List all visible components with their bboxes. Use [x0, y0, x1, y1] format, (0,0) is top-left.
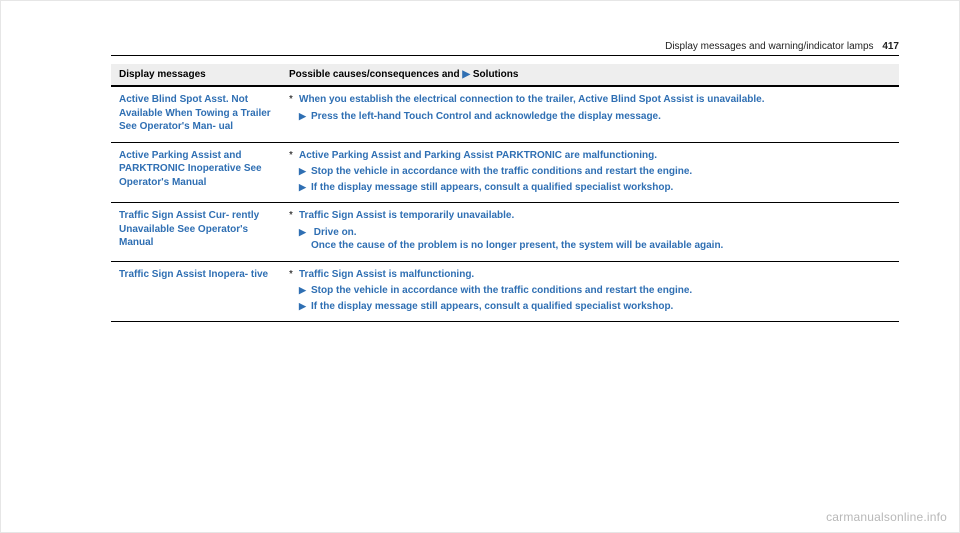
messages-table: Display messages Possible causes/consequ… — [111, 64, 899, 322]
section-title: Display messages and warning/indicator l… — [665, 41, 873, 52]
cause-text: When you establish the electrical connec… — [289, 93, 891, 107]
manual-page: Display messages and warning/indicator l… — [0, 0, 960, 533]
col-header-causes: Possible causes/consequences and ▶ Solut… — [281, 64, 899, 86]
table-row: Active Parking Assist and PARKTRONIC Ino… — [111, 142, 899, 203]
cause-solution-cell: Traffic Sign Assist is malfunctioning. S… — [281, 261, 899, 322]
solution-line: Stop the vehicle in accordance with the … — [289, 165, 891, 179]
cause-solution-cell: Traffic Sign Assist is temporarily unava… — [281, 203, 899, 262]
watermark-text: carmanualsonline.info — [826, 510, 947, 524]
solution-line: If the display message still appears, co… — [289, 181, 891, 195]
display-message: Traffic Sign Assist Inopera- tive — [111, 261, 281, 322]
table-row: Active Blind Spot Asst. Not Available Wh… — [111, 86, 899, 142]
display-message: Active Blind Spot Asst. Not Available Wh… — [111, 86, 281, 142]
cause-solution-cell: When you establish the electrical connec… — [281, 86, 899, 142]
table-row: Traffic Sign Assist Inopera- tive Traffi… — [111, 261, 899, 322]
display-message: Active Parking Assist and PARKTRONIC Ino… — [111, 142, 281, 203]
page-number: 417 — [882, 41, 899, 52]
solution-line: Drive on. Once the cause of the problem … — [289, 226, 891, 253]
col-header-messages: Display messages — [111, 64, 281, 86]
solution-line: Press the left-hand Touch Control and ac… — [289, 110, 891, 124]
table-row: Traffic Sign Assist Cur- rently Unavaila… — [111, 203, 899, 262]
cause-text: Traffic Sign Assist is malfunctioning. — [289, 268, 891, 282]
cause-text: Active Parking Assist and Parking Assist… — [289, 149, 891, 163]
arrow-icon: ▶ — [462, 69, 472, 80]
display-message: Traffic Sign Assist Cur- rently Unavaila… — [111, 203, 281, 262]
cause-solution-cell: Active Parking Assist and Parking Assist… — [281, 142, 899, 203]
solution-subline: Once the cause of the problem is no long… — [299, 239, 891, 253]
table-header-row: Display messages Possible causes/consequ… — [111, 64, 899, 86]
solution-line: If the display message still appears, co… — [289, 300, 891, 314]
cause-text: Traffic Sign Assist is temporarily unava… — [289, 209, 891, 223]
solution-line: Stop the vehicle in accordance with the … — [289, 284, 891, 298]
page-header: Display messages and warning/indicator l… — [111, 41, 899, 56]
